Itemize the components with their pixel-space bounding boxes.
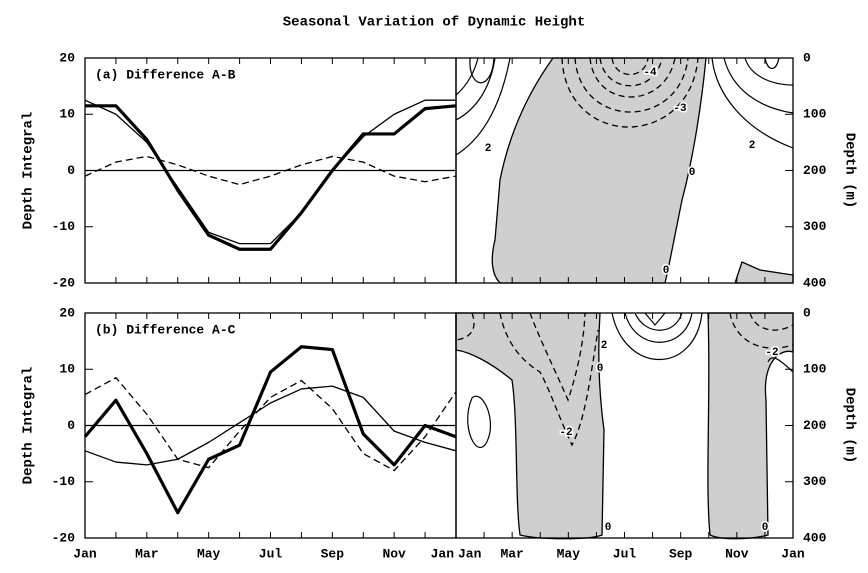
y-tick-label: -20 xyxy=(52,275,76,290)
x-tick-label: May xyxy=(197,546,221,561)
y-axis-label: Depth (m) xyxy=(841,133,857,209)
contour-line-dashed xyxy=(574,57,689,113)
x-tick-label: Sep xyxy=(669,546,693,561)
plot-frame xyxy=(455,57,794,284)
contour-label: 0 xyxy=(762,522,769,534)
contour-label: 0 xyxy=(597,363,604,375)
y-tick-label: 200 xyxy=(803,163,827,178)
contour-label: 2 xyxy=(601,340,608,352)
figure-title: Seasonal Variation of Dynamic Height xyxy=(283,15,585,31)
contour-line-dashed xyxy=(499,312,599,447)
x-tick-label: Nov xyxy=(725,546,749,561)
panel-annotation: (a) Difference A-B xyxy=(95,67,236,82)
contour-line xyxy=(764,57,780,70)
contour-label: 0 xyxy=(605,522,612,534)
series-line xyxy=(85,104,457,251)
y-tick-label: 400 xyxy=(803,275,827,290)
contour-line-dashed xyxy=(589,57,676,98)
y-tick-label: 400 xyxy=(803,530,827,545)
contour-line-dashed xyxy=(749,312,794,331)
contour-label: -2 xyxy=(559,427,572,439)
y-tick-label: 0 xyxy=(67,163,75,178)
x-tick-label: Jan xyxy=(431,546,455,561)
y-tick-label: 100 xyxy=(803,362,827,377)
contour-label: 2 xyxy=(749,140,756,152)
contour-line xyxy=(467,395,492,449)
y-tick-label: 300 xyxy=(803,474,827,489)
series-line xyxy=(84,377,457,472)
x-tick-label: Jan xyxy=(458,546,482,561)
y-tick-label: 100 xyxy=(803,107,827,122)
y-axis-label: Depth Integral xyxy=(21,112,37,230)
x-tick-label: May xyxy=(557,546,581,561)
contour-line xyxy=(711,57,794,149)
y-axis-label: Depth (m) xyxy=(841,388,857,464)
y-tick-label: 20 xyxy=(59,50,75,65)
contour-panel-a xyxy=(455,57,794,284)
contour-line xyxy=(455,57,511,156)
contour-line xyxy=(634,312,683,331)
y-tick-label: 300 xyxy=(803,219,827,234)
contour-line xyxy=(611,312,703,361)
x-tick-label: Mar xyxy=(500,546,523,561)
plot-frame xyxy=(455,312,794,539)
x-tick-label: Jul xyxy=(613,546,637,561)
shaded-region xyxy=(707,312,794,540)
contour-panel-b xyxy=(455,312,794,540)
y-tick-label: 20 xyxy=(59,305,75,320)
y-tick-label: 10 xyxy=(59,362,75,377)
contour-label: -2 xyxy=(765,347,778,359)
contour-line xyxy=(644,312,666,326)
contour-line xyxy=(455,57,479,96)
x-tick-label: Jan xyxy=(781,546,805,561)
series-line xyxy=(84,385,457,466)
shaded-region xyxy=(455,312,605,540)
shaded-region xyxy=(491,57,707,284)
contour-line-dashed xyxy=(529,312,586,402)
contour-line xyxy=(624,312,693,343)
contour-line-dashed xyxy=(611,57,649,75)
contour-line xyxy=(723,57,794,114)
panel-annotation: (b) Difference A-C xyxy=(95,322,236,337)
contour-line-dashed xyxy=(599,57,663,87)
contour-label: -3 xyxy=(673,103,687,115)
y-tick-label: -10 xyxy=(52,219,76,234)
series-line xyxy=(84,155,457,186)
shaded-region xyxy=(734,261,794,284)
series-line xyxy=(84,99,456,245)
contour-line-dashed xyxy=(561,57,699,128)
series-line xyxy=(83,345,457,515)
y-tick-label: 200 xyxy=(803,418,827,433)
contour-line xyxy=(744,57,794,86)
y-axis-label: Depth Integral xyxy=(21,367,37,485)
x-tick-label: Nov xyxy=(382,546,406,561)
contour-label: 0 xyxy=(663,265,670,277)
contour-label: 2 xyxy=(485,143,492,155)
y-tick-label: 0 xyxy=(67,418,75,433)
x-tick-label: Jul xyxy=(259,546,283,561)
y-tick-label: -20 xyxy=(52,530,76,545)
contour-label: -4 xyxy=(643,67,657,79)
y-tick-label: 10 xyxy=(59,107,75,122)
y-tick-label: 0 xyxy=(803,305,811,320)
y-tick-label: 0 xyxy=(803,50,811,65)
x-tick-label: Mar xyxy=(135,546,158,561)
x-tick-label: Jan xyxy=(73,546,97,561)
contour-line xyxy=(469,57,495,84)
y-tick-label: -10 xyxy=(52,474,76,489)
contour-line-dashed xyxy=(729,312,794,349)
contour-line-dashed xyxy=(455,312,475,341)
x-tick-label: Sep xyxy=(321,546,345,561)
contour-label: 0 xyxy=(689,167,696,179)
